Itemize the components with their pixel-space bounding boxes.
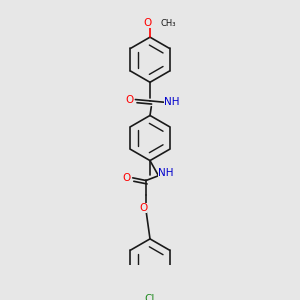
- Text: NH: NH: [164, 97, 179, 107]
- Text: NH: NH: [158, 168, 174, 178]
- Text: O: O: [125, 94, 134, 104]
- Text: O: O: [139, 203, 148, 213]
- Text: CH₃: CH₃: [160, 19, 176, 28]
- Text: O: O: [123, 173, 131, 183]
- Text: Cl: Cl: [145, 294, 155, 300]
- Text: O: O: [144, 18, 152, 28]
